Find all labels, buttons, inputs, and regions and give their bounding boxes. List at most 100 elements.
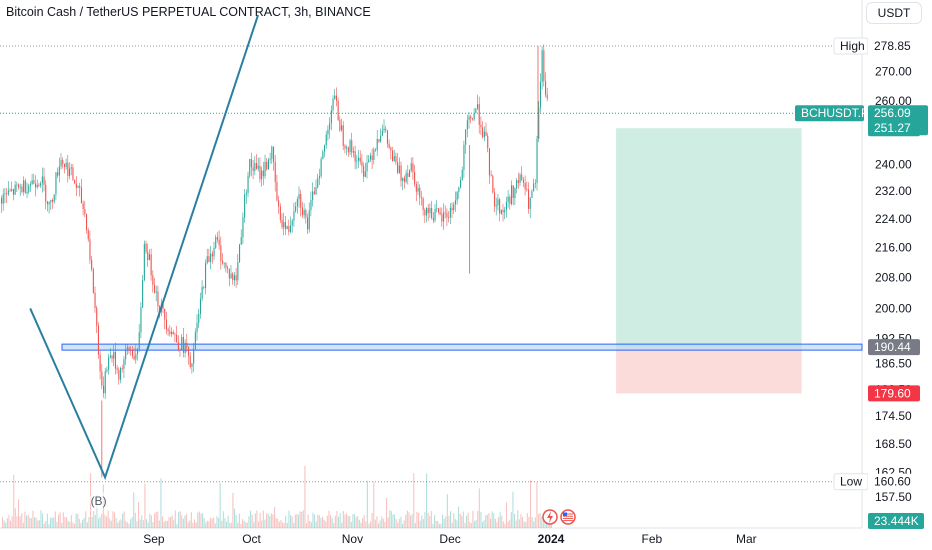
- volume-bar: [126, 522, 128, 528]
- volume-bar: [267, 514, 269, 528]
- volume-bar: [365, 521, 367, 528]
- candle-body: [341, 125, 343, 131]
- candle-body: [454, 200, 456, 205]
- y-tick-label: 174.50: [875, 409, 912, 423]
- candle-body: [395, 156, 397, 163]
- candle-body: [193, 348, 195, 364]
- candle-body: [541, 50, 543, 82]
- volume-bar: [421, 515, 423, 528]
- volume-bar: [72, 522, 74, 528]
- candle-body: [227, 267, 229, 270]
- volume-bar: [446, 494, 448, 528]
- volume-bar: [165, 520, 167, 528]
- candle-body: [53, 194, 55, 202]
- volume-bar: [368, 523, 370, 528]
- candle-body: [159, 306, 161, 312]
- candle-body: [106, 369, 108, 372]
- volume-bar: [224, 518, 226, 528]
- target-price-label-box: [868, 120, 920, 137]
- currency-button[interactable]: USDT: [866, 2, 922, 24]
- candle-body: [28, 185, 30, 192]
- volume-bar: [144, 483, 146, 528]
- candle-body: [402, 177, 404, 181]
- volume-bar: [403, 520, 405, 528]
- volume-bar: [466, 515, 468, 528]
- candle-body: [125, 349, 127, 360]
- candle-body: [466, 120, 468, 130]
- volume-bar: [411, 514, 413, 528]
- candle-body: [443, 212, 445, 222]
- volume-bar: [58, 514, 60, 528]
- candle-body: [284, 222, 286, 230]
- candle-body: [419, 187, 421, 198]
- volume-bar: [280, 520, 282, 528]
- volume-bar: [442, 514, 444, 528]
- volume-bar: [448, 515, 450, 528]
- volume-bar: [158, 520, 160, 528]
- volume-bar: [381, 516, 383, 528]
- y-tick-label: 200.00: [875, 301, 912, 315]
- volume-bar: [354, 514, 356, 528]
- high-tag-text: High: [840, 39, 865, 53]
- volume-bar: [2, 517, 4, 528]
- candle-body: [196, 322, 198, 333]
- candle-body: [210, 253, 212, 262]
- candle-body: [154, 284, 156, 293]
- candle-body: [172, 331, 174, 335]
- volume-bar: [157, 511, 159, 528]
- candle-body: [310, 199, 312, 211]
- volume-bar: [163, 521, 165, 528]
- volume-bar: [74, 523, 76, 528]
- volume-bar: [117, 522, 119, 528]
- volume-bar: [352, 514, 354, 528]
- volume-value-label-text: 23.444K: [874, 514, 919, 528]
- candle-body: [283, 222, 285, 228]
- candle-body: [545, 80, 547, 95]
- candle-body: [24, 180, 26, 194]
- volume-bar: [14, 508, 16, 528]
- candle-body: [138, 332, 140, 350]
- candle-body: [327, 129, 329, 135]
- candle-body: [422, 198, 424, 210]
- volume-bar: [395, 519, 397, 528]
- candle-body: [181, 337, 183, 350]
- candle-body: [504, 210, 506, 213]
- volume-bar: [522, 516, 524, 528]
- volume-bar: [59, 512, 61, 528]
- candle-body: [364, 171, 366, 177]
- volume-bar: [155, 511, 157, 528]
- candle-body: [96, 307, 98, 326]
- volume-bar: [517, 510, 519, 528]
- candle-body: [410, 163, 412, 171]
- candle-body: [14, 184, 16, 195]
- candle-body: [526, 189, 528, 191]
- candle-body: [145, 243, 147, 253]
- volume-bar: [525, 522, 527, 528]
- volume-bar: [530, 479, 532, 528]
- candle-body: [84, 209, 86, 215]
- volume-bar: [216, 516, 218, 528]
- volume-bar: [325, 521, 327, 528]
- volume-bar: [486, 514, 488, 528]
- candle-body: [509, 196, 511, 204]
- volume-bar: [470, 523, 472, 528]
- candle-body: [477, 104, 479, 109]
- volume-bar: [141, 515, 143, 528]
- volume-bar: [355, 516, 357, 528]
- candle-body: [373, 149, 375, 160]
- candle-body: [485, 131, 487, 136]
- volume-bar: [330, 514, 332, 528]
- volume-bar: [118, 520, 120, 528]
- candle-body: [103, 385, 105, 394]
- candle-body: [507, 196, 509, 202]
- candle-body: [108, 357, 110, 370]
- candle-body: [262, 170, 264, 177]
- volume-bar: [234, 508, 236, 528]
- candle-body: [271, 146, 273, 159]
- volume-bar: [534, 517, 536, 528]
- candle-body: [298, 194, 300, 200]
- volume-bar: [493, 513, 495, 528]
- volume-bar: [283, 523, 285, 528]
